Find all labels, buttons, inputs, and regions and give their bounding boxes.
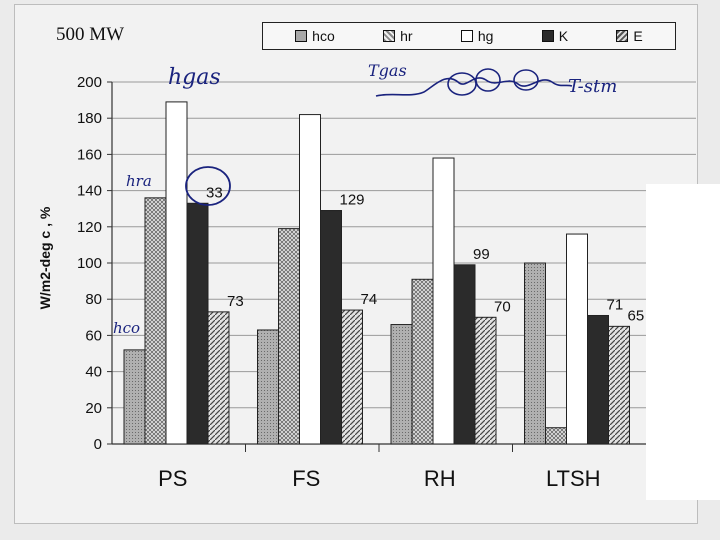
legend-item-hco: hco — [295, 28, 335, 44]
data-label: 99 — [473, 246, 490, 263]
legend-item-e: E — [616, 28, 643, 44]
annotation-hra: hra — [126, 172, 152, 190]
bar-hr-ps — [144, 197, 167, 445]
unit-label: 500 MW — [56, 24, 125, 45]
bar-e-fs — [341, 309, 363, 445]
bar-hr-rh — [411, 278, 434, 445]
data-label: 33 — [206, 184, 223, 201]
handwritten-annotations: hgas hra hco Tgas T-stm — [113, 61, 617, 337]
legend-item-k: K — [541, 28, 569, 44]
legend-item-hg: hg — [460, 28, 494, 44]
annotation-circle — [513, 69, 539, 91]
x-tick-label: PS — [158, 466, 187, 491]
bar-hco-ps — [123, 349, 146, 445]
bar-hr-ltsh — [545, 427, 567, 445]
bar-hco-rh — [390, 324, 413, 445]
legend-swatch-k — [541, 30, 554, 42]
data-label: 74 — [361, 291, 378, 308]
x-tick-label: FS — [292, 466, 320, 491]
y-tick-label: 180 — [77, 110, 102, 127]
bar-e-rh — [474, 316, 497, 445]
legend-label-hr: hr — [400, 28, 413, 44]
annotation-tsteam: T-stm — [568, 76, 617, 97]
annotation-path-scribble — [375, 77, 573, 97]
bars — [123, 101, 630, 445]
bar-hg-fs — [299, 114, 321, 445]
legend-swatch-hr — [383, 30, 396, 42]
legend-label-hco: hco — [312, 28, 335, 44]
y-tick-label: 0 — [94, 436, 102, 453]
annotation-tgas: Tgas — [368, 61, 407, 80]
bar-hco-ltsh — [524, 262, 546, 445]
y-tick-label: 20 — [85, 400, 102, 417]
bar-k-ltsh — [587, 314, 609, 445]
bar-k-rh — [453, 264, 476, 445]
annotation-circle-33 — [185, 166, 231, 206]
data-label: 65 — [628, 307, 645, 324]
legend-swatch-hco — [295, 30, 308, 42]
data-label: 73 — [227, 293, 244, 310]
data-label: 129 — [340, 192, 365, 209]
legend-label-k: K — [558, 28, 569, 44]
y-tick-label: 160 — [77, 146, 102, 163]
y-axis-label: W/m2-deg c , % — [37, 206, 53, 309]
legend-item-hr: hr — [383, 28, 413, 44]
x-tick-label: RH — [424, 466, 456, 491]
legend: hco hr hg K E — [262, 22, 676, 50]
bar-k-fs — [320, 210, 342, 445]
bar-hg-rh — [432, 157, 455, 445]
data-label: 71 — [607, 296, 624, 313]
legend-swatch-e — [616, 30, 629, 42]
bar-hr-fs — [278, 228, 300, 445]
bar-k-ps — [186, 202, 209, 445]
legend-label-hg: hg — [477, 28, 494, 44]
legend-label-e: E — [633, 28, 643, 44]
bar-e-ltsh — [608, 325, 630, 445]
annotation-hco: hco — [113, 319, 140, 337]
y-tick-label: 200 — [77, 74, 102, 91]
scan-blank-area — [646, 184, 720, 500]
bar-hg-ps — [165, 101, 188, 445]
y-tick-label: 100 — [77, 255, 102, 272]
x-tick-label: LTSH — [546, 466, 601, 491]
bar-hco-fs — [257, 329, 279, 445]
annotation-circle — [475, 68, 501, 92]
legend-swatch-hg — [460, 30, 473, 42]
y-tick-label: 40 — [85, 364, 102, 381]
bar-e-ps — [207, 311, 230, 445]
data-label: 70 — [494, 298, 511, 315]
y-tick-label: 120 — [77, 219, 102, 236]
y-tick-label: 60 — [85, 327, 102, 344]
bar-hg-ltsh — [566, 233, 588, 445]
y-tick-label: 80 — [85, 291, 102, 308]
y-tick-label: 140 — [77, 183, 102, 200]
annotation-hgas: hgas — [168, 65, 221, 90]
